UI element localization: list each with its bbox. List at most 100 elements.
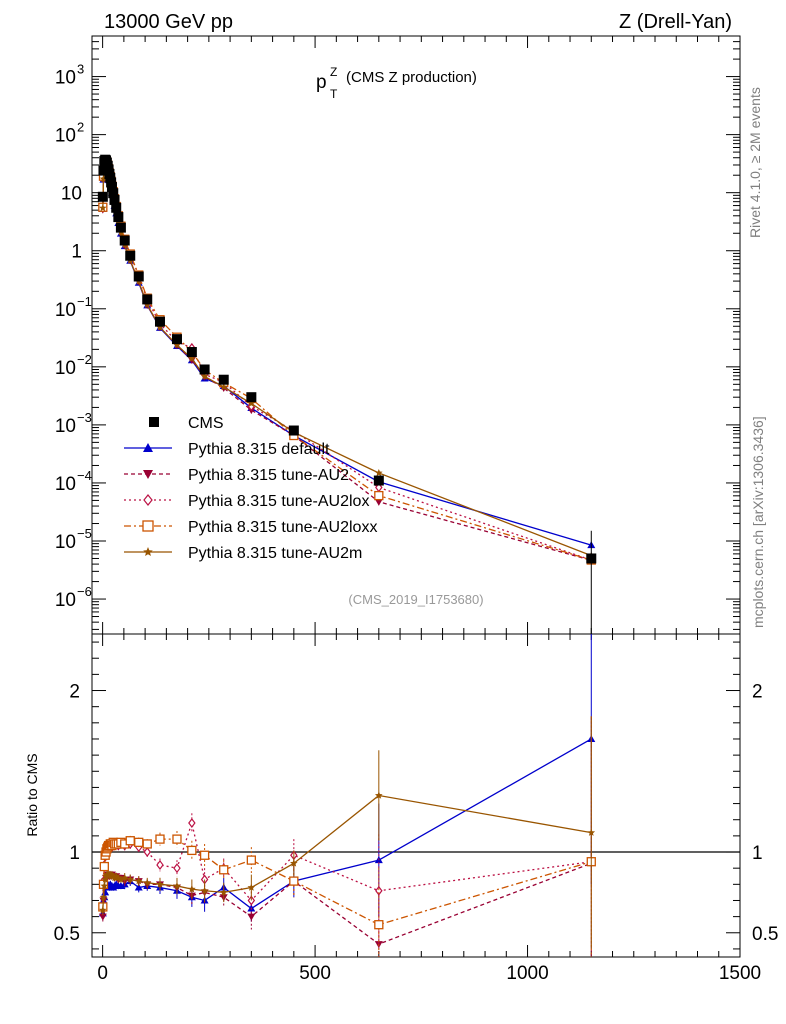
ratio-point-au2 bbox=[98, 913, 107, 921]
ratio-point-au2loxx bbox=[289, 876, 299, 886]
y-tick-exponent: −1 bbox=[77, 294, 92, 309]
legend-marker-au2loxx bbox=[142, 520, 154, 532]
y-tick-label: 10 bbox=[55, 300, 76, 321]
ratio-point-au2m bbox=[375, 791, 383, 799]
series-default bbox=[98, 162, 596, 549]
rivet-label: Rivet 4.1.0, ≥ 2M events bbox=[747, 87, 763, 238]
ratio-y-tick-label: 2 bbox=[69, 682, 80, 703]
ratio-point-au2lox bbox=[173, 863, 181, 874]
y-tick-label: 10 bbox=[55, 590, 76, 611]
cms-point bbox=[115, 222, 126, 233]
legend-label-au2m: Pythia 8.315 tune-AU2m bbox=[188, 545, 362, 562]
ratio-point-au2lox bbox=[188, 817, 196, 828]
y-tick-label: 10 bbox=[55, 358, 76, 379]
ratio-point-au2loxx bbox=[246, 855, 256, 865]
ratio-point-au2m bbox=[290, 859, 298, 867]
legend-marker-default bbox=[143, 443, 153, 452]
y-tick-label: 10 bbox=[55, 68, 76, 89]
cms-point bbox=[154, 316, 165, 327]
ratio-ylabel: Ratio to CMS bbox=[24, 753, 40, 836]
y-tick-label: 10 bbox=[55, 532, 76, 553]
ratio-point-au2lox bbox=[143, 847, 151, 858]
header-left-label: 13000 GeV pp bbox=[104, 11, 233, 33]
y-tick-exponent: −5 bbox=[77, 526, 92, 541]
plot-title: p Z T (CMS Z production) bbox=[316, 65, 477, 101]
cms-point bbox=[199, 364, 210, 375]
point-au2m bbox=[99, 204, 107, 212]
legend-label-au2: Pythia 8.315 tune-AU2 bbox=[188, 467, 349, 484]
legend-entry-default: Pythia 8.315 default bbox=[124, 441, 330, 458]
point-au2m bbox=[173, 341, 181, 349]
y-tick-exponent: 2 bbox=[77, 120, 84, 135]
point-au2m bbox=[99, 174, 108, 183]
ratio-point-au2loxx bbox=[374, 920, 384, 930]
header-right-label: Z (Drell-Yan) bbox=[619, 11, 732, 33]
ratio-point-au2m bbox=[120, 873, 129, 882]
ratio-point-au2m bbox=[200, 886, 209, 894]
point-au2m bbox=[247, 399, 256, 407]
legend-entry-au2lox: Pythia 8.315 tune-AU2lox bbox=[124, 493, 369, 510]
ratio-point-au2m bbox=[99, 906, 107, 914]
plot-title-sub: T bbox=[330, 87, 338, 101]
ratio-y-tick-label: 1 bbox=[69, 843, 80, 864]
ratio-series-au2m bbox=[99, 716, 596, 949]
series-layer bbox=[97, 154, 597, 957]
legend-label-default: Pythia 8.315 default bbox=[188, 441, 330, 458]
x-tick-label: 1500 bbox=[719, 963, 761, 984]
legend-marker-au2 bbox=[143, 470, 153, 479]
point-au2m bbox=[375, 469, 383, 477]
y-tick-label: 1 bbox=[71, 242, 82, 263]
ratio-y-tick-label-right: 1 bbox=[752, 843, 763, 864]
legend-label-cms: CMS bbox=[188, 415, 224, 432]
x-tick-label: 0 bbox=[97, 963, 108, 984]
legend-entry-au2: Pythia 8.315 tune-AU2 bbox=[124, 467, 349, 484]
cms-point bbox=[246, 392, 257, 403]
cms-point bbox=[125, 250, 136, 261]
ratio-point-au2m bbox=[143, 878, 151, 886]
mcplots-label: mcplots.cern.ch [arXiv:1306.3436] bbox=[750, 416, 766, 628]
ratio-point-au2loxx bbox=[187, 845, 197, 856]
ratio-panel: 0 500 1000 1500 0.5 0.5 1 1 2 2 bbox=[54, 633, 778, 984]
plot-title-rest: (CMS Z production) bbox=[346, 69, 477, 86]
ratio-point-au2loxx bbox=[125, 836, 135, 846]
ratio-point-au2loxx bbox=[142, 839, 152, 849]
ratio-point-au2m bbox=[219, 888, 228, 896]
ratio-point-au2 bbox=[247, 913, 256, 921]
ratio-point-default bbox=[134, 883, 143, 891]
ratio-point-au2m bbox=[100, 881, 109, 890]
ratio-series-au2loxx bbox=[98, 716, 596, 957]
cms-point bbox=[109, 194, 120, 205]
cms-point bbox=[288, 425, 299, 436]
y-tick-exponent: 3 bbox=[77, 62, 84, 77]
ratio-point-au2m bbox=[247, 883, 256, 891]
legend-entry-au2m: Pythia 8.315 tune-AU2m bbox=[124, 545, 362, 562]
ratio-point-au2loxx bbox=[199, 850, 210, 860]
ratio-y-tick-label-right: 2 bbox=[752, 682, 763, 703]
ratio-y-tick-label-right: 0.5 bbox=[752, 924, 778, 945]
y-tick-exponent: −3 bbox=[77, 410, 92, 425]
ratio-point-au2m bbox=[99, 893, 108, 901]
ratio-point-au2m bbox=[126, 875, 134, 883]
legend-label-au2lox: Pythia 8.315 tune-AU2lox bbox=[188, 493, 369, 510]
legend-label-au2loxx: Pythia 8.315 tune-AU2loxx bbox=[188, 519, 377, 536]
ratio-point-au2lox bbox=[156, 859, 164, 870]
point-au2loxx bbox=[374, 490, 384, 501]
cms-point bbox=[108, 188, 119, 199]
ratio-point-au2loxx bbox=[219, 865, 229, 875]
legend-entry-au2loxx: Pythia 8.315 tune-AU2loxx bbox=[124, 519, 377, 536]
ratio-frame bbox=[91, 633, 741, 958]
cms-point bbox=[119, 235, 130, 246]
cms-point bbox=[97, 191, 108, 202]
cms-point bbox=[106, 182, 117, 193]
ratio-line-au2 bbox=[102, 862, 592, 945]
ratio-series-default bbox=[98, 634, 596, 922]
ratio-series bbox=[98, 634, 596, 957]
ratio-point-au2loxx bbox=[155, 834, 165, 844]
series-cms bbox=[97, 154, 597, 634]
point-au2m bbox=[188, 354, 196, 362]
y-tick-label: 10 bbox=[55, 126, 76, 147]
ratio-point-au2m bbox=[587, 828, 596, 836]
ratio-point-au2m bbox=[173, 881, 181, 890]
